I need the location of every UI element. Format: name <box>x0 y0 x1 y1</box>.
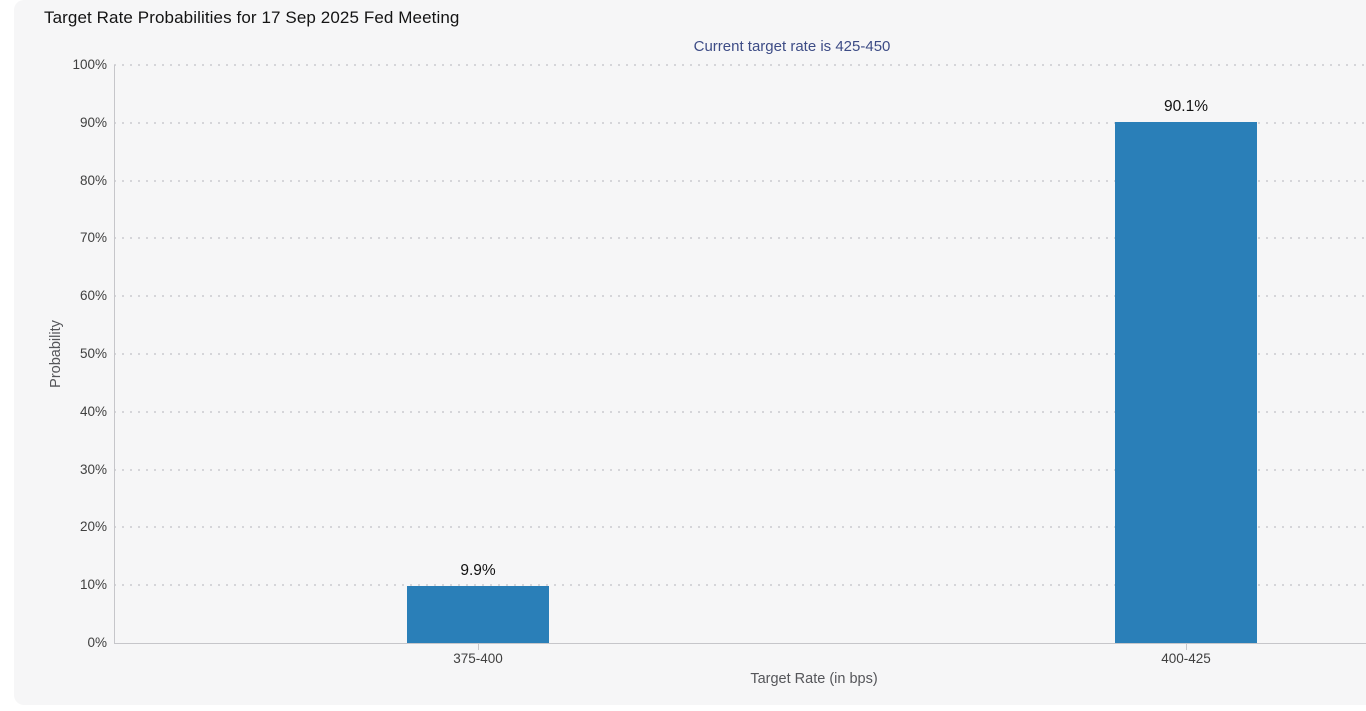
bar-value-label-375-400: 9.9% <box>460 561 496 579</box>
current-target-rate-note: Current target rate is 425-450 <box>693 38 891 55</box>
bar-400-425[interactable] <box>1115 122 1257 643</box>
gridline-100% <box>114 64 1366 66</box>
gridline-70% <box>114 237 1366 240</box>
gridline-40% <box>114 410 1366 413</box>
gridline-50% <box>114 353 1366 355</box>
gridline-10% <box>114 584 1366 587</box>
x-axis-title: Target Rate (in bps) <box>750 671 878 687</box>
x-axis-line <box>114 643 1366 644</box>
bar-value-label-400-425: 90.1% <box>1164 98 1208 116</box>
y-tick-label-50%: 50% <box>79 346 107 361</box>
bar-375-400[interactable] <box>407 585 549 643</box>
chart-card: Target Rate Probabilities for 17 Sep 202… <box>14 0 1366 705</box>
y-tick-label-0%: 0% <box>87 635 107 650</box>
y-tick-label-60%: 60% <box>79 288 107 304</box>
y-axis-title: Probability <box>48 320 64 388</box>
y-tick-label-40%: 40% <box>79 403 107 419</box>
gridline-30% <box>114 468 1366 471</box>
x-tick-mark-400-425 <box>1186 644 1187 650</box>
chart-title: Target Rate Probabilities for 17 Sep 202… <box>44 8 460 27</box>
y-tick-label-70%: 70% <box>79 230 107 246</box>
y-tick-label-80%: 80% <box>79 172 107 188</box>
y-tick-label-100%: 100% <box>72 57 107 72</box>
x-tick-mark-375-400 <box>478 644 479 650</box>
gridline-60% <box>114 295 1366 298</box>
gridline-80% <box>114 179 1366 182</box>
y-tick-label-90%: 90% <box>79 114 107 130</box>
y-axis-line <box>114 65 115 644</box>
x-tick-label-400-425: 400-425 <box>1161 651 1211 666</box>
gridline-90% <box>114 121 1366 124</box>
y-tick-label-30%: 30% <box>79 461 107 477</box>
gridline-20% <box>114 526 1366 529</box>
y-tick-label-20%: 20% <box>79 519 107 535</box>
y-tick-label-10%: 10% <box>79 577 107 593</box>
x-tick-label-375-400: 375-400 <box>453 651 503 666</box>
